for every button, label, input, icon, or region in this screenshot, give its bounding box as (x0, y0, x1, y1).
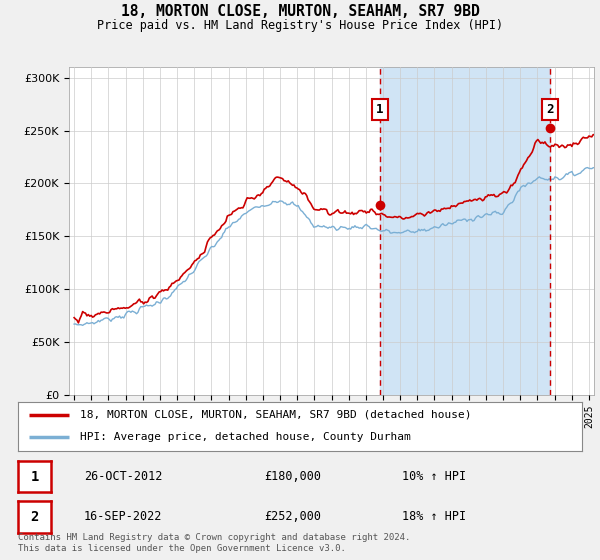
Text: Contains HM Land Registry data © Crown copyright and database right 2024.
This d: Contains HM Land Registry data © Crown c… (18, 533, 410, 553)
Text: 2: 2 (547, 103, 554, 116)
Text: Price paid vs. HM Land Registry's House Price Index (HPI): Price paid vs. HM Land Registry's House … (97, 19, 503, 32)
Text: 16-SEP-2022: 16-SEP-2022 (84, 510, 163, 524)
Text: £180,000: £180,000 (264, 470, 321, 483)
Text: £252,000: £252,000 (264, 510, 321, 524)
Text: 18, MORTON CLOSE, MURTON, SEAHAM, SR7 9BD (detached house): 18, MORTON CLOSE, MURTON, SEAHAM, SR7 9B… (80, 410, 472, 420)
Text: 18% ↑ HPI: 18% ↑ HPI (402, 510, 466, 524)
Text: 1: 1 (376, 103, 384, 116)
Text: 2: 2 (31, 510, 38, 524)
Text: 18, MORTON CLOSE, MURTON, SEAHAM, SR7 9BD: 18, MORTON CLOSE, MURTON, SEAHAM, SR7 9B… (121, 4, 479, 19)
Bar (380, 67, 550, 395)
Text: 10% ↑ HPI: 10% ↑ HPI (402, 470, 466, 483)
Text: 26-OCT-2012: 26-OCT-2012 (84, 470, 163, 483)
Text: 1: 1 (31, 469, 38, 484)
Text: HPI: Average price, detached house, County Durham: HPI: Average price, detached house, Coun… (80, 432, 411, 442)
